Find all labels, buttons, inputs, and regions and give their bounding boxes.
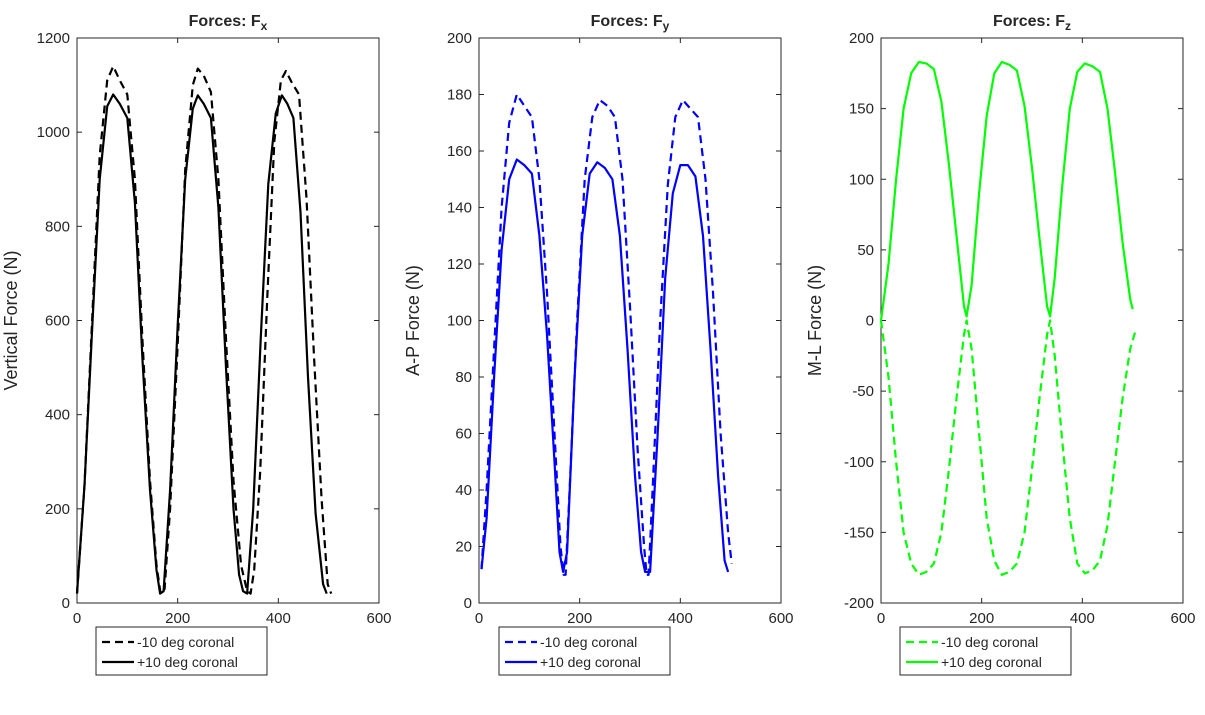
series-line-plus10 <box>480 158 730 574</box>
y-tick-label: 800 <box>45 218 70 235</box>
y-tick-label: 600 <box>45 313 70 330</box>
plot-area <box>880 37 1184 604</box>
legend-label: +10 deg coronal <box>540 654 641 670</box>
x-tick-label: 600 <box>768 610 793 627</box>
y-tick-label: 100 <box>849 171 874 188</box>
series-line-minus10 <box>879 319 1137 576</box>
chart-title: Forces: Fz <box>993 13 1071 33</box>
y-tick-label: 20 <box>455 539 472 556</box>
legend-box <box>498 626 671 676</box>
legend-label: -10 deg coronal <box>137 634 234 650</box>
y-tick-label: 150 <box>849 101 874 118</box>
y-tick-label: 200 <box>849 30 874 47</box>
chart-panel-3: 0 200 400 600 -200 -150 -100 -50 0 50 100 150 200 For… <box>805 13 1196 676</box>
y-tick-label: 40 <box>455 482 472 499</box>
y-tick-label: 100 <box>447 313 472 330</box>
y-tick-label: 1200 <box>37 30 70 47</box>
y-tick-label: 0 <box>62 595 70 612</box>
legend-label: -10 deg coronal <box>540 634 637 650</box>
x-tick-label: 200 <box>165 610 190 627</box>
legend-label: +10 deg coronal <box>941 654 1042 670</box>
x-tick-label: 200 <box>969 610 994 627</box>
series-line-plus10 <box>75 93 328 595</box>
x-tick-label: 200 <box>567 610 592 627</box>
chart-title: Forces: Fx <box>189 13 268 33</box>
legend-box <box>899 626 1072 676</box>
y-tick-label: 140 <box>447 200 472 217</box>
y-tick-label: -200 <box>844 595 874 612</box>
legend-box <box>95 626 268 676</box>
y-tick-label: 160 <box>447 143 472 160</box>
y-tick-label: 180 <box>447 87 472 104</box>
x-tick-label: 600 <box>366 610 391 627</box>
y-tick-label: 400 <box>45 407 70 424</box>
y-tick-label: -150 <box>844 524 874 541</box>
y-tick-label: 120 <box>447 256 472 273</box>
y-tick-label: -100 <box>844 454 874 471</box>
chart-panel-1: 0 200 400 600 0 200 400 600 800 1000 1200 Forces: F… <box>1 13 392 676</box>
series-line-plus10 <box>879 60 1134 321</box>
series-line-minus10 <box>75 65 333 595</box>
y-tick-label: 50 <box>857 242 874 259</box>
legend-label: +10 deg coronal <box>137 654 238 670</box>
x-tick-label: 400 <box>668 610 693 627</box>
x-tick-label: 400 <box>266 610 291 627</box>
x-tick-label: 600 <box>1170 610 1195 627</box>
y-tick-label: 0 <box>464 595 472 612</box>
chart-panel-2: 0 200 400 600 0 20 40 60 80 100 120 140 160 180 200 For… <box>403 13 794 676</box>
y-tick-label: 0 <box>866 313 874 330</box>
plot-area <box>76 37 380 604</box>
legend-label: -10 deg coronal <box>941 634 1038 650</box>
x-tick-label: 0 <box>475 610 483 627</box>
x-tick-label: 400 <box>1070 610 1095 627</box>
x-tick-label: 0 <box>73 610 81 627</box>
y-tick-label: 80 <box>455 369 472 386</box>
y-tick-label: 200 <box>45 501 70 518</box>
series-line-minus10 <box>480 93 733 576</box>
y-tick-label: 1000 <box>37 124 70 141</box>
y-tick-label: 200 <box>447 30 472 47</box>
y-axis-label: Vertical Force (N) <box>1 250 21 390</box>
y-axis-label: M-L Force (N) <box>805 265 825 376</box>
y-tick-label: -50 <box>852 383 874 400</box>
x-tick-label: 0 <box>877 610 885 627</box>
y-axis-label: A-P Force (N) <box>403 265 423 376</box>
chart-title: Forces: Fy <box>591 13 670 33</box>
y-tick-label: 60 <box>455 426 472 443</box>
